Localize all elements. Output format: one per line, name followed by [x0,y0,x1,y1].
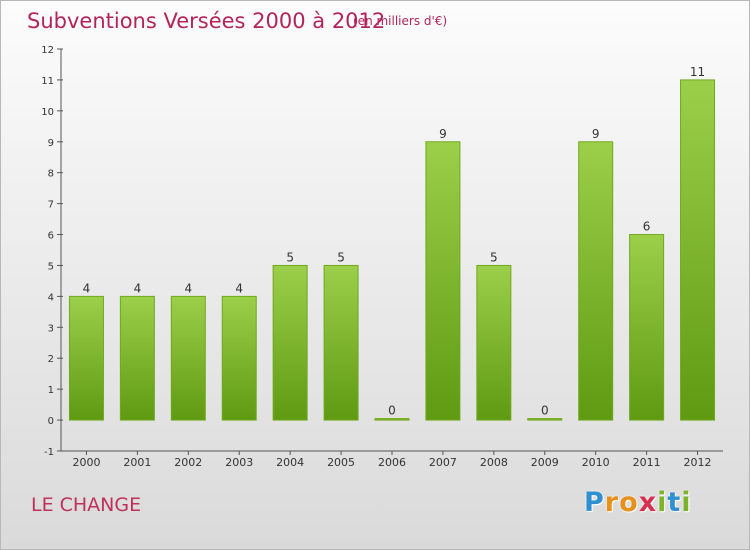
x-tick-label: 2000 [72,456,100,469]
y-tick-label: 8 [48,169,54,180]
bar-2008 [476,264,512,421]
bar-2009 [527,418,563,421]
x-tick-label: 2004 [276,456,304,469]
bar-2004 [272,264,308,421]
bar-2007 [425,141,461,421]
bar-value-label: 5 [286,250,294,264]
x-tick-label: 2005 [327,456,355,469]
bar-2006 [374,418,410,421]
bar-value-label: 9 [592,127,600,141]
y-tick-label: 5 [48,261,54,272]
proxiti-logo[interactable]: Proxiti [584,487,692,518]
bar-value-label: 4 [184,281,192,295]
x-tick-label: 2001 [123,456,151,469]
x-tick-label: 2002 [174,456,202,469]
bar-2005 [323,264,359,421]
bar-value-label: 4 [235,281,243,295]
x-tick-label: 2012 [684,456,712,469]
bar-value-label: 4 [134,281,142,295]
chart-title: Subventions Versées 2000 à 2012 [27,9,386,33]
bar-value-label: 6 [643,220,651,234]
chart-units: (en milliers d'€) [353,14,448,28]
y-tick-label: 2 [48,354,54,365]
bar-value-label: 5 [337,250,345,264]
bar-2003 [221,295,257,421]
y-tick-label: 4 [48,292,54,303]
bar-2012 [680,79,716,421]
y-tick-label: 0 [48,416,54,427]
bar-value-label: 4 [83,281,91,295]
x-tick-label: 2003 [225,456,253,469]
bar-2000 [68,295,104,421]
y-tick-label: -1 [44,447,54,458]
y-tick-label: 11 [41,76,54,87]
y-tick-label: 3 [48,323,54,334]
y-tick-label: 6 [48,231,54,242]
bar-2001 [119,295,155,421]
x-tick-label: 2009 [531,456,559,469]
x-tick-label: 2007 [429,456,457,469]
y-tick-label: 12 [41,45,54,56]
y-tick-label: 9 [48,138,54,149]
commune-name: LE CHANGE [31,494,142,516]
x-tick-label: 2010 [582,456,610,469]
bar-value-label: 5 [490,250,498,264]
x-tick-label: 2006 [378,456,406,469]
bar-value-label: 0 [541,404,549,418]
y-tick-label: 1 [48,385,54,396]
y-tick-label: 7 [48,200,54,211]
bar-value-label: 9 [439,127,447,141]
bar-value-label: 0 [388,404,396,418]
bar-2010 [578,141,614,421]
x-tick-label: 2011 [633,456,661,469]
x-tick-label: 2008 [480,456,508,469]
bar-2002 [170,295,206,421]
y-tick-label: 10 [41,107,54,118]
bar-2011 [629,234,665,421]
bar-value-label: 11 [690,65,705,79]
